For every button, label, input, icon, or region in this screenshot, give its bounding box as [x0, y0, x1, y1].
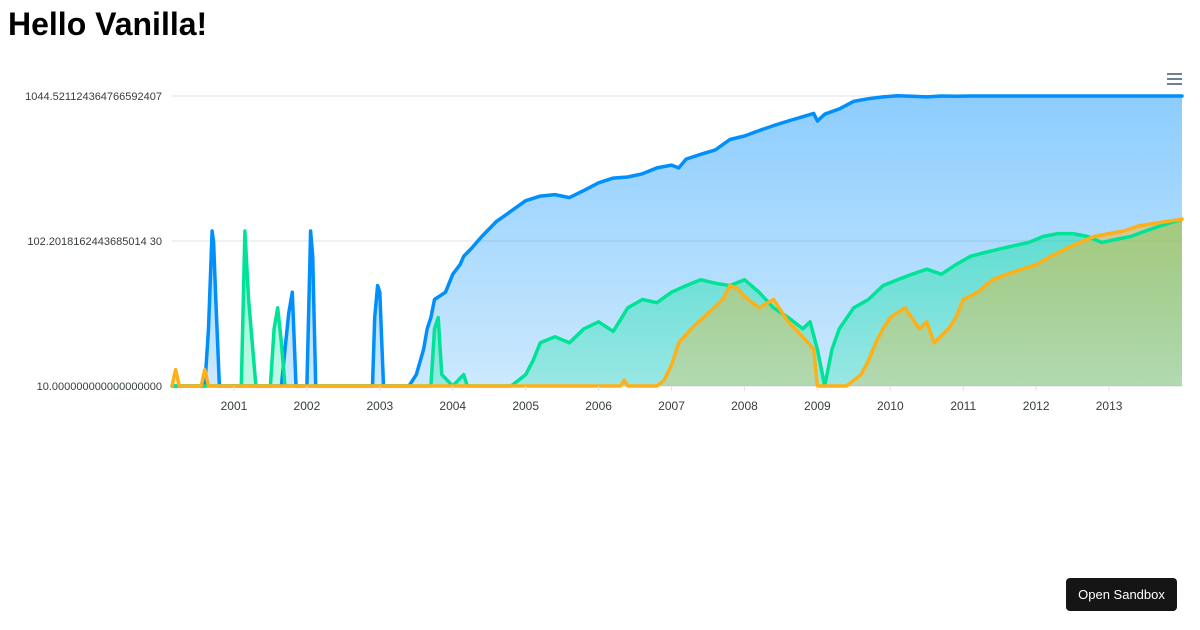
chart-menu-icon[interactable] — [1164, 70, 1186, 88]
x-tick-label: 2004 — [439, 399, 466, 413]
series-line-2 — [170, 217, 1184, 388]
area-chart: 1044.521124364766592407 102.2018162443685… — [0, 60, 1200, 430]
x-tick-label: 2002 — [294, 399, 321, 413]
chart-lines — [170, 93, 1184, 388]
chart-areas — [172, 95, 1182, 386]
series-area-2 — [172, 219, 1182, 386]
x-axis-ticks: 2001 2002 2003 2004 2005 2006 2007 2008 2009 2010… — [221, 386, 1123, 413]
x-tick-label: 2005 — [512, 399, 539, 413]
x-tick-label: 2003 — [366, 399, 393, 413]
x-tick-label: 2007 — [658, 399, 685, 413]
x-tick-label: 2012 — [1023, 399, 1050, 413]
x-tick-label: 2008 — [731, 399, 758, 413]
y-tick-label: 1044.521124364766592407 — [25, 91, 162, 103]
x-tick-label: 2010 — [877, 399, 904, 413]
page-title: Hello Vanilla! — [8, 6, 208, 42]
y-axis-ticks: 1044.521124364766592407 102.2018162443685… — [25, 91, 162, 393]
area-chart-svg: 1044.521124364766592407 102.2018162443685… — [25, 91, 1184, 413]
y-tick-label: 10.000000000000000000 — [37, 381, 162, 393]
x-tick-label: 2009 — [804, 399, 831, 413]
x-tick-label: 2006 — [585, 399, 612, 413]
x-tick-label: 2013 — [1096, 399, 1123, 413]
y-tick-label: 102.2018162443685014 30 — [27, 236, 162, 248]
open-sandbox-button[interactable]: Open Sandbox — [1066, 578, 1177, 611]
x-tick-label: 2011 — [950, 399, 976, 413]
x-tick-label: 2001 — [221, 399, 248, 413]
